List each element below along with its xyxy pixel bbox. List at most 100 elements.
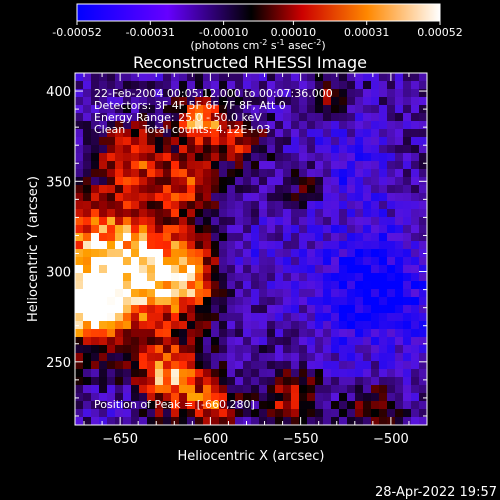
heatmap-cell <box>147 329 156 338</box>
heatmap-cell <box>195 169 204 178</box>
heatmap-cell <box>83 113 92 122</box>
heatmap-cell <box>347 193 356 202</box>
heatmap-cell <box>163 145 172 154</box>
heatmap-cell <box>251 345 260 354</box>
heatmap-cell <box>283 105 292 114</box>
heatmap-cell <box>131 401 140 410</box>
heatmap-cell <box>323 169 332 178</box>
heatmap-cell <box>275 401 284 410</box>
heatmap-cell <box>243 393 252 402</box>
heatmap-cell <box>155 137 164 146</box>
heatmap-cell <box>211 353 220 362</box>
heatmap-cell <box>155 257 164 266</box>
heatmap-cell <box>339 289 348 298</box>
heatmap-cell <box>379 329 388 338</box>
heatmap-cell <box>299 233 308 242</box>
heatmap-cell <box>227 409 236 418</box>
heatmap-cell <box>331 241 340 250</box>
heatmap-cell <box>187 249 196 258</box>
heatmap-cell <box>387 225 396 234</box>
heatmap-cell <box>307 209 316 218</box>
heatmap-cell <box>283 393 292 402</box>
heatmap-cell <box>75 113 84 122</box>
heatmap-cell <box>251 177 260 186</box>
heatmap-cell <box>331 257 340 266</box>
heatmap-cell <box>227 225 236 234</box>
heatmap-cell <box>275 209 284 218</box>
heatmap-cell <box>211 121 220 130</box>
heatmap-cell <box>259 345 268 354</box>
heatmap-cell <box>139 385 148 394</box>
heatmap-cell <box>355 209 364 218</box>
heatmap-cell <box>75 217 84 226</box>
heatmap-cell <box>211 153 220 162</box>
heatmap-cell <box>147 193 156 202</box>
heatmap-cell <box>355 417 364 426</box>
heatmap-cell <box>83 257 92 266</box>
heatmap-cell <box>387 105 396 114</box>
heatmap-cell <box>115 313 124 322</box>
heatmap-cell <box>163 137 172 146</box>
heatmap-cell <box>227 161 236 170</box>
heatmap-cell <box>187 137 196 146</box>
heatmap-cell <box>307 73 316 82</box>
heatmap-cell <box>91 297 100 306</box>
colorbar-tick-label: -0.00031 <box>126 26 175 39</box>
heatmap-cell <box>395 225 404 234</box>
heatmap-cell <box>411 209 420 218</box>
heatmap-cell <box>395 249 404 258</box>
heatmap-cell <box>419 329 428 338</box>
heatmap-cell <box>299 281 308 290</box>
heatmap-cell <box>211 233 220 242</box>
heatmap-cell <box>179 385 188 394</box>
heatmap-cell <box>83 105 92 114</box>
heatmap-cell <box>259 273 268 282</box>
heatmap-cell <box>171 217 180 226</box>
heatmap-cell <box>275 193 284 202</box>
heatmap-cell <box>203 233 212 242</box>
heatmap-cell <box>395 177 404 186</box>
heatmap-cell <box>307 321 316 330</box>
heatmap-cell <box>267 169 276 178</box>
heatmap-cell <box>243 225 252 234</box>
heatmap-cell <box>235 201 244 210</box>
heatmap-cell <box>259 121 268 130</box>
heatmap-cell <box>211 369 220 378</box>
heatmap-cell <box>219 73 228 82</box>
heatmap-cell <box>315 369 324 378</box>
heatmap-cell <box>75 289 84 298</box>
heatmap-cell <box>147 153 156 162</box>
heatmap-cell <box>99 257 108 266</box>
heatmap-cell <box>91 377 100 386</box>
heatmap-cell <box>251 281 260 290</box>
heatmap-cell <box>75 193 84 202</box>
heatmap-cell <box>371 129 380 138</box>
heatmap-cell <box>139 401 148 410</box>
heatmap-cell <box>411 401 420 410</box>
heatmap-cell <box>251 193 260 202</box>
heatmap-cell <box>307 361 316 370</box>
heatmap-cell <box>403 153 412 162</box>
heatmap-cell <box>347 377 356 386</box>
heatmap-cell <box>291 321 300 330</box>
heatmap-cell <box>291 225 300 234</box>
heatmap-cell <box>363 313 372 322</box>
heatmap-cell <box>243 329 252 338</box>
heatmap-cell <box>259 225 268 234</box>
heatmap-cell <box>179 129 188 138</box>
heatmap-cell <box>403 233 412 242</box>
heatmap-cell <box>347 305 356 314</box>
heatmap-cell <box>195 321 204 330</box>
heatmap-cell <box>259 377 268 386</box>
heatmap-cell <box>235 289 244 298</box>
heatmap-cell <box>419 185 428 194</box>
heatmap-cell <box>179 225 188 234</box>
heatmap-cell <box>251 329 260 338</box>
heatmap-cell <box>379 177 388 186</box>
heatmap-cell <box>299 385 308 394</box>
heatmap-cell <box>267 265 276 274</box>
heatmap-cell <box>267 401 276 410</box>
heatmap-cell <box>363 217 372 226</box>
heatmap-cell <box>283 417 292 426</box>
heatmap-cell <box>243 353 252 362</box>
